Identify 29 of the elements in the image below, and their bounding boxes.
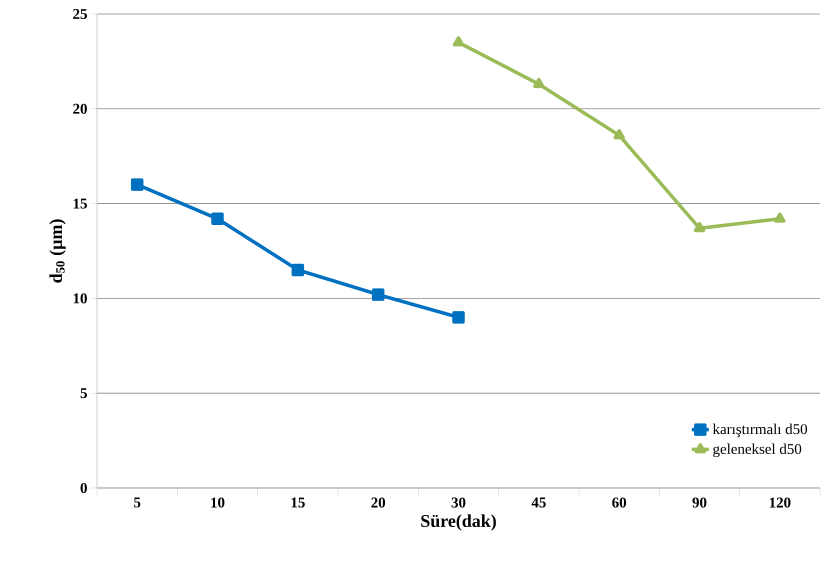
x-tick-label: 30 [452,498,466,508]
legend-label: karıştırmalı d50 [712,424,808,438]
x-tick-label: 120 [770,498,790,508]
point [130,178,144,191]
x-tick-label: 15 [292,498,305,508]
y-axis-title: d$_{50}$ (µm) [49,219,66,283]
x-tick-label: 10 [211,498,224,508]
x-tick-label: 45 [532,498,546,508]
point [372,288,384,301]
y-tick-label: 0 [80,482,87,494]
y-tick-label: 25 [73,8,87,19]
point [774,212,786,223]
x-tick-label: 60 [612,498,626,508]
x-axis-title: Süre(dak) [421,514,496,531]
y-tick-label: 20 [73,104,87,114]
x-tick-label: 5 [134,498,140,508]
point [614,129,625,140]
y-tick-label: 5 [80,388,87,398]
legend-label: geleneksel d50 [713,444,802,458]
y-tick-label: 10 [74,293,87,304]
point [694,222,706,232]
point [211,212,224,225]
point [452,36,464,46]
point [533,78,544,88]
x-tick-label: 20 [371,498,386,508]
point [292,264,304,276]
point [452,311,465,324]
x-tick-label: 90 [692,498,706,508]
y-tick-label: 15 [74,198,87,209]
